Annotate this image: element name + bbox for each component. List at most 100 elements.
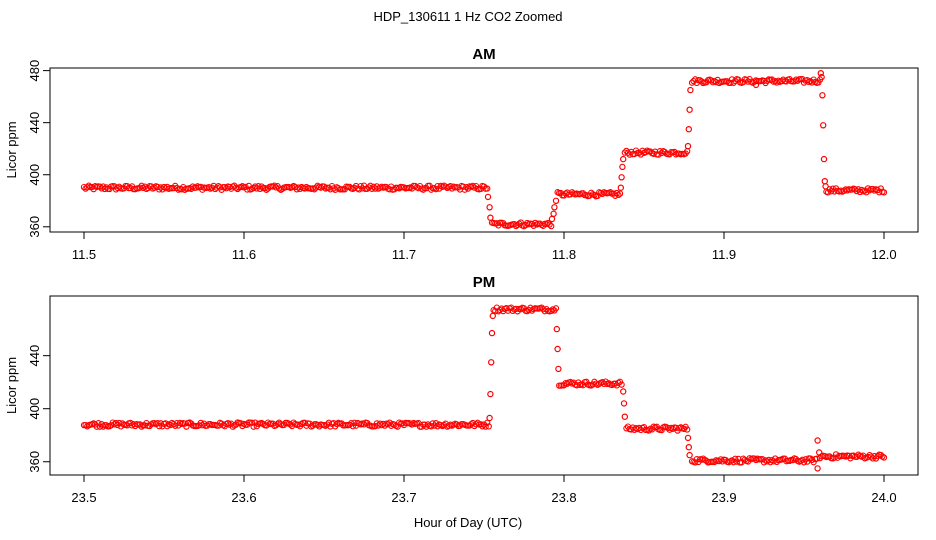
data-point	[824, 189, 832, 196]
y-axis-label: Licor ppm	[4, 357, 19, 414]
data-point	[858, 186, 865, 194]
y-tick-label: 440	[27, 112, 42, 134]
data-point	[548, 222, 555, 230]
data-point	[420, 186, 427, 193]
data-point	[800, 459, 808, 466]
data-point	[687, 86, 694, 94]
plot-frame	[49, 67, 919, 233]
data-point	[487, 390, 494, 398]
data-point	[880, 454, 888, 461]
y-tick-label: 360	[27, 216, 42, 238]
data-point	[617, 184, 625, 191]
data-point	[96, 183, 104, 190]
plot-frame	[49, 295, 919, 476]
y-tick-label: 400	[27, 164, 42, 186]
data-point	[821, 177, 829, 185]
data-point	[349, 423, 356, 430]
data-point	[250, 423, 257, 430]
y-tick-label: 360	[27, 451, 42, 473]
data-point	[730, 459, 737, 466]
data-point	[852, 186, 859, 193]
data-point	[552, 197, 560, 204]
figure-title: HDP_130611 1 Hz CO2 Zoomed	[373, 9, 563, 24]
data-point	[686, 451, 693, 459]
data-point	[615, 191, 622, 199]
data-point	[544, 219, 552, 227]
data-point	[620, 400, 628, 407]
x-tick-label: 24.0	[871, 490, 896, 505]
data-point	[692, 459, 699, 466]
x-axis-label: Hour of Day (UTC)	[413, 515, 523, 530]
data-point	[93, 423, 100, 430]
data-point	[618, 381, 625, 388]
data-point	[258, 183, 265, 190]
data-point	[183, 423, 190, 430]
data-point	[546, 221, 553, 228]
data-point	[637, 151, 644, 158]
data-point	[567, 378, 574, 386]
data-point	[485, 423, 492, 430]
x-tick-label: 11.6	[232, 247, 256, 262]
data-point	[486, 414, 493, 422]
data-points	[80, 304, 888, 472]
data-point	[553, 325, 561, 333]
data-point	[555, 365, 562, 373]
data-point	[621, 413, 629, 420]
data-point	[484, 185, 491, 192]
data-point	[814, 437, 821, 444]
data-point	[356, 186, 363, 193]
data-point	[488, 329, 496, 337]
x-tick-label: 23.5	[71, 490, 96, 505]
data-point	[554, 345, 561, 353]
data-point	[348, 420, 355, 427]
data-point	[580, 190, 587, 197]
data-point	[311, 186, 318, 193]
x-tick-label: 23.8	[551, 490, 576, 505]
data-point	[877, 185, 884, 192]
data-point	[818, 73, 825, 81]
data-point	[138, 423, 145, 430]
data-point	[432, 185, 440, 193]
x-tick-label: 23.6	[231, 490, 256, 505]
data-point	[591, 191, 598, 199]
data-point	[618, 174, 625, 181]
data-point	[271, 182, 278, 189]
data-point	[822, 183, 829, 190]
data-point	[486, 204, 493, 211]
x-tick-label: 23.7	[391, 490, 416, 505]
y-axis-label: Licor ppm	[4, 121, 19, 178]
panel-pm: PM Licor ppm 23.5 23.6 23.7 23.8 23.9 24.0 360 40…	[4, 274, 919, 505]
data-point	[685, 444, 693, 451]
data-point	[616, 190, 624, 197]
data-point	[548, 307, 555, 315]
data-point	[620, 155, 627, 163]
data-point	[482, 423, 489, 430]
data-point	[488, 359, 495, 366]
data-point	[880, 189, 888, 196]
data-point	[109, 419, 116, 426]
panel-title: PM	[473, 274, 496, 291]
data-point	[484, 193, 492, 201]
x-tick-label: 23.9	[711, 490, 736, 505]
x-tick-label: 11.8	[552, 247, 576, 262]
data-point	[367, 182, 374, 189]
data-point	[550, 210, 557, 217]
data-point	[752, 81, 760, 89]
data-point	[619, 163, 626, 171]
data-point	[684, 426, 691, 433]
data-point	[655, 151, 662, 158]
data-point	[272, 184, 280, 191]
data-point	[487, 214, 494, 221]
panel-am: AM Licor ppm 11.5 11.6 11.7 11.8 11.9 12.0 360 40…	[4, 46, 919, 262]
data-point	[819, 92, 826, 99]
data-point	[479, 423, 486, 430]
data-points	[80, 69, 888, 230]
data-point	[820, 122, 827, 129]
data-point	[517, 219, 524, 226]
data-point	[620, 388, 627, 395]
x-tick-label: 11.5	[72, 247, 96, 262]
data-point	[95, 420, 102, 427]
data-point	[551, 204, 558, 211]
x-tick-label: 12.0	[871, 247, 896, 262]
y-tick-label: 480	[27, 60, 42, 82]
